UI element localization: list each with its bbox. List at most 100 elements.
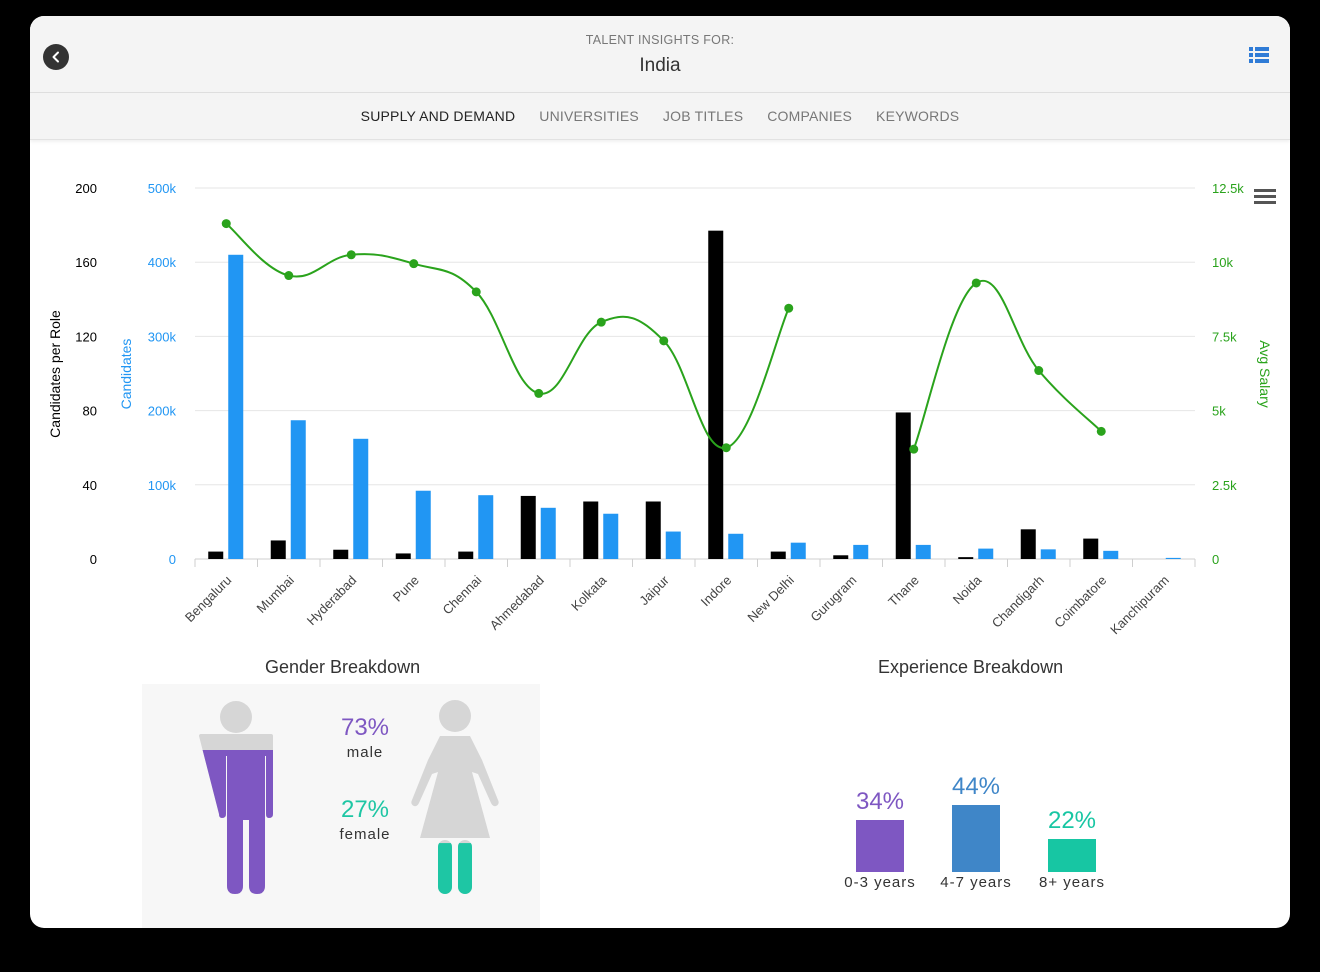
bar-candidates-per-role: [708, 230, 724, 559]
x-tick-label: Kanchipuram: [1107, 573, 1172, 638]
salary-axis-tick-label: 5k: [1212, 404, 1226, 419]
salary-axis-tick-label: 2.5k: [1212, 478, 1237, 493]
avg-salary-point: [284, 271, 294, 281]
salary-axis-tick-label: 0: [1212, 552, 1219, 567]
experience-percent: 44%: [951, 773, 1001, 801]
avg-salary-point: [1096, 426, 1106, 436]
bar-candidates: [790, 542, 806, 559]
x-tick-label: Coimbatore: [1051, 573, 1109, 631]
tab-universities[interactable]: UNIVERSITIES: [539, 108, 639, 124]
bar-candidates-per-role: [520, 495, 536, 559]
experience-label: 0-3 years: [844, 874, 916, 891]
bar-candidates-per-role: [958, 557, 974, 559]
x-tick-label: Chandigarh: [989, 573, 1047, 631]
app-window: TALENT INSIGHTS FOR: India SUPPLY AND DE…: [30, 16, 1290, 928]
experience-label: 8+ years: [1039, 874, 1105, 891]
bar-candidates: [1040, 549, 1056, 559]
salary-axis-tick-label: 10k: [1212, 255, 1233, 270]
male-label: male: [346, 744, 384, 761]
left-axis-tick-label: 120: [75, 329, 97, 344]
left-axis-tick-label: 200: [75, 181, 97, 196]
candidates-axis-tick-label: 500k: [148, 181, 177, 196]
x-tick-label: Bengaluru: [182, 573, 235, 626]
bar-candidates: [478, 495, 494, 559]
bar-candidates: [853, 544, 869, 559]
x-tick-label: Gurugram: [807, 573, 859, 625]
bar-candidates: [290, 420, 306, 559]
avg-salary-point: [346, 250, 356, 260]
candidates-axis-tick-label: 0: [169, 552, 176, 567]
avg-salary-line: [912, 279, 1102, 450]
bar-candidates-per-role: [333, 549, 349, 559]
left-axis-tick-label: 160: [75, 255, 97, 270]
header-subtitle: TALENT INSIGHTS FOR:: [585, 33, 735, 47]
left-axis-tick-label: 40: [83, 478, 97, 493]
candidates-axis-tick-label: 400k: [148, 255, 177, 270]
female-person-icon: [411, 700, 499, 894]
experience-breakdown-title: Experience Breakdown: [878, 657, 1064, 677]
left-axis-tick-label: 80: [83, 404, 97, 419]
bar-candidates: [978, 548, 994, 559]
male-percent: 73%: [340, 714, 390, 741]
candidates-axis-tick-label: 100k: [148, 478, 177, 493]
x-tick-label: Jaipur: [636, 572, 672, 608]
experience-bar: [856, 820, 904, 872]
x-tick-label: Thane: [885, 573, 922, 610]
female-percent: 27%: [340, 796, 390, 823]
experience-bar: [952, 805, 1000, 872]
avg-salary-point: [971, 278, 981, 288]
experience-bar: [1048, 838, 1096, 872]
tab-bar: SUPPLY AND DEMAND UNIVERSITIES JOB TITLE…: [30, 93, 1290, 140]
salary-axis-tick-label: 7.5k: [1212, 329, 1237, 344]
bar-candidates: [665, 531, 681, 559]
candidates-axis-tick-label: 300k: [148, 329, 177, 344]
hamburger-menu-icon[interactable]: [1254, 187, 1276, 205]
avg-salary-point: [221, 219, 231, 229]
avg-salary-point: [909, 444, 919, 454]
bar-candidates-per-role: [583, 501, 599, 559]
avg-salary-point: [721, 443, 731, 453]
gender-breakdown-title: Gender Breakdown: [265, 657, 421, 677]
avg-salary-point: [409, 259, 419, 269]
tab-supply-and-demand[interactable]: SUPPLY AND DEMAND: [360, 108, 516, 124]
x-tick-label: Mumbai: [254, 572, 297, 615]
bar-candidates-per-role: [208, 551, 224, 559]
avg-salary-line: [225, 222, 790, 449]
bar-candidates: [728, 533, 744, 559]
bar-candidates: [415, 490, 431, 559]
left-axis-title: Candidates per Role: [47, 310, 63, 438]
avg-salary-point: [471, 287, 481, 297]
avg-salary-point: [659, 336, 669, 346]
bar-candidates: [1103, 550, 1119, 559]
candidates-axis-tick-label: 200k: [148, 404, 177, 419]
experience-label: 4-7 years: [940, 874, 1012, 891]
bar-candidates-per-role: [895, 412, 911, 559]
bar-candidates-per-role: [270, 540, 286, 559]
back-button[interactable]: [43, 44, 69, 70]
bar-candidates-per-role: [1083, 538, 1099, 559]
left-axis-tick-label: 0: [90, 552, 97, 567]
x-tick-label: Chennai: [440, 572, 485, 617]
bar-candidates: [1165, 557, 1181, 559]
male-person-icon: [199, 701, 273, 894]
bar-candidates-per-role: [770, 551, 786, 559]
tab-job-titles[interactable]: JOB TITLES: [662, 108, 744, 124]
bar-candidates: [353, 438, 369, 559]
x-tick-label: Indore: [698, 573, 735, 610]
candidates-axis-title: Candidates: [118, 339, 134, 410]
chevron-left-icon: [52, 51, 59, 63]
avg-salary-point: [596, 317, 606, 327]
avg-salary-point: [534, 388, 544, 398]
tab-companies[interactable]: COMPANIES: [767, 108, 853, 124]
bar-candidates: [228, 254, 244, 559]
female-label: female: [339, 826, 391, 843]
bar-candidates-per-role: [395, 553, 411, 559]
x-tick-label: Noida: [950, 572, 985, 607]
avg-salary-point: [784, 303, 794, 313]
list-view-icon[interactable]: [1249, 47, 1269, 63]
page-title: India: [639, 55, 681, 76]
x-tick-label: Ahmedabad: [487, 573, 547, 633]
tab-keywords[interactable]: KEYWORDS: [876, 108, 960, 124]
bar-candidates: [915, 544, 931, 559]
x-tick-label: Kolkata: [568, 572, 610, 614]
